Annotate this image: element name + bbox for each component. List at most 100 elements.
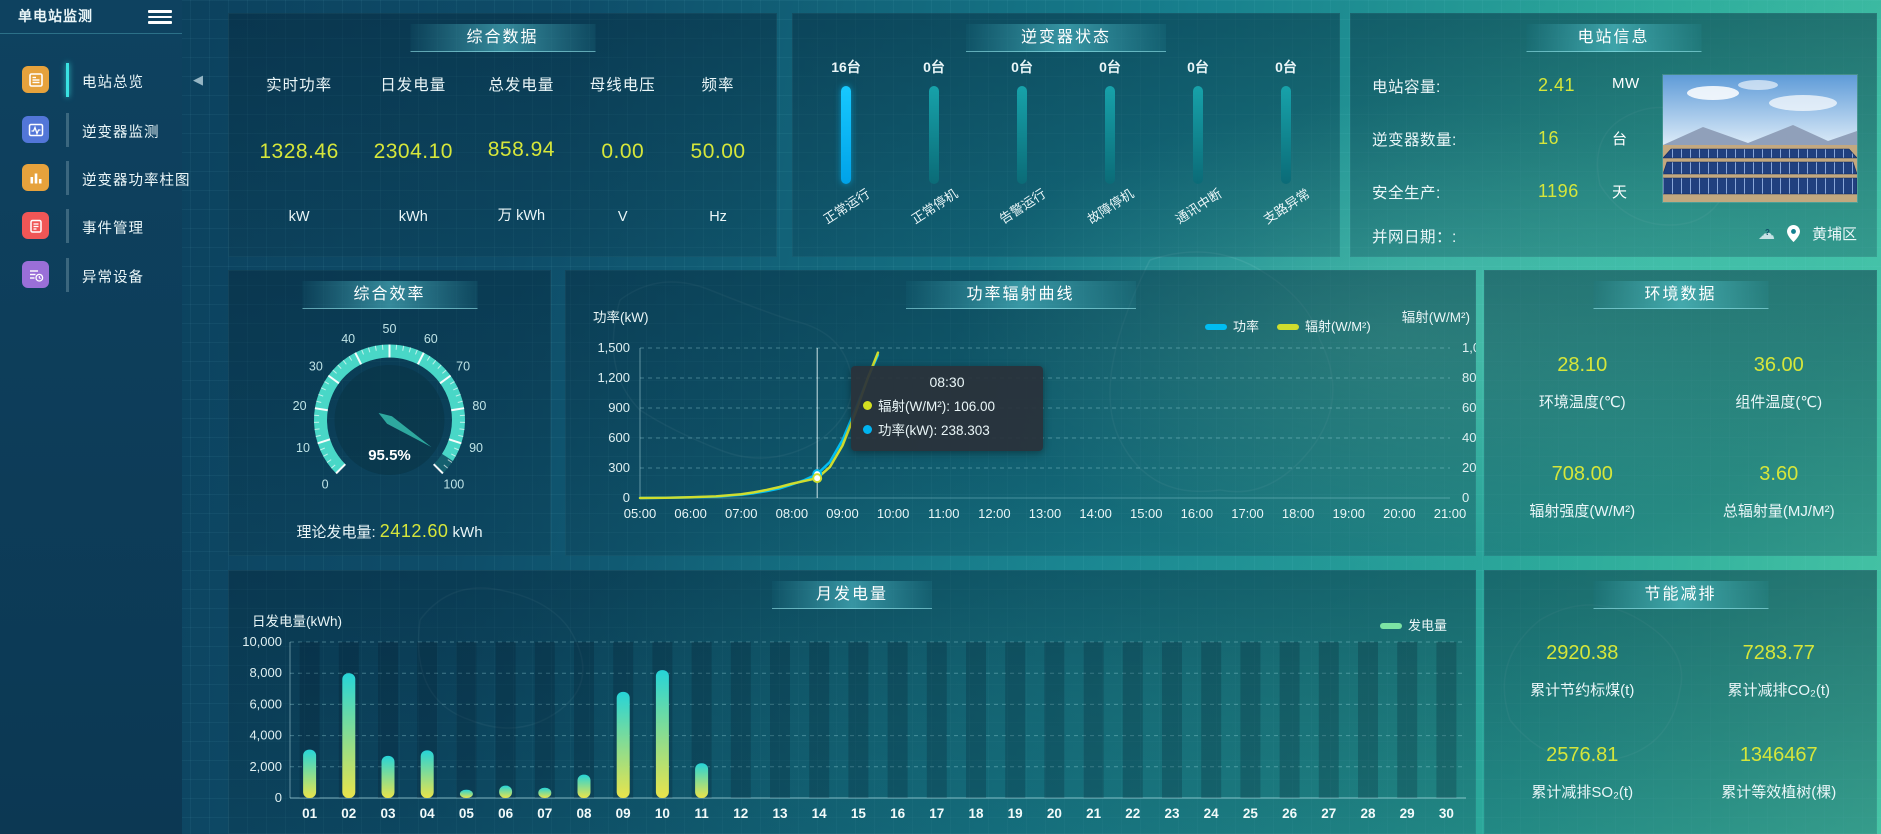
- theory-value: 2412.60: [379, 521, 449, 541]
- inverter-bar-fault-stop[interactable]: 0台 故障停机: [1066, 57, 1154, 251]
- stat-label: 频率: [701, 77, 735, 94]
- svg-text:1,200: 1,200: [597, 370, 630, 385]
- svg-text:0: 0: [1462, 490, 1469, 505]
- inverter-status-bars[interactable]: 16台 正常运行 0台 正常停机 0台 告警运行 0台 故障停机 0台 通讯中断 0台 支路…: [802, 57, 1330, 251]
- svg-text:400: 400: [1462, 430, 1476, 445]
- svg-text:11:00: 11:00: [928, 506, 960, 521]
- sidebar-item-station-overview[interactable]: 电站总览: [0, 60, 182, 100]
- svg-text:25: 25: [1243, 806, 1259, 821]
- svg-text:19: 19: [1008, 806, 1023, 821]
- svg-text:20: 20: [1047, 806, 1062, 821]
- panel-title: 环境数据: [1593, 281, 1768, 309]
- sidebar-item-abnormal-devices[interactable]: 异常设备: [0, 255, 182, 295]
- svg-text:60: 60: [424, 332, 438, 346]
- svg-text:10: 10: [296, 441, 310, 455]
- svg-text:04: 04: [420, 806, 436, 821]
- svg-text:09:00: 09:00: [826, 506, 859, 521]
- tooltip-text: 功率(kW): 238.303: [878, 423, 990, 438]
- chart-tooltip: 08:30 辐射(W/M²): 106.00 功率(kW): 238.303: [851, 366, 1043, 451]
- efficiency-gauge[interactable]: 0 10 20 30 40 50 60 70 80 90 100 95.5%: [228, 306, 551, 520]
- env-label: 环境温度(℃): [1538, 393, 1626, 411]
- svg-text:10:00: 10:00: [877, 506, 910, 521]
- stat-daily-energy: 日发电量 2304.10 kWh: [374, 61, 453, 243]
- panel-inverter-status: 逆变器状态 16台 正常运行 0台 正常停机 0台 告警运行 0台 故障停机 0台 通讯中…: [792, 13, 1340, 257]
- panel-station-info: 电站信息 电站容量: 2.41 MW 逆变器数量: 16 台 安全生产: 1196 天 并网…: [1350, 13, 1877, 257]
- svg-text:12:00: 12:00: [978, 506, 1011, 521]
- inverter-bar-comm-lost[interactable]: 0台 通讯中断: [1154, 57, 1242, 251]
- inverter-bar-normal-run[interactable]: 16台 正常运行: [802, 57, 890, 251]
- inverter-bar-branch-abnormal[interactable]: 0台 支路异常: [1242, 57, 1330, 251]
- stat-value: 858.94: [487, 137, 555, 161]
- svg-text:08: 08: [576, 806, 592, 821]
- station-photo: [1663, 75, 1857, 202]
- tooltip-text: 辐射(W/M²): 106.00: [878, 399, 996, 414]
- row-label: 电站容量:: [1372, 79, 1441, 96]
- summary-stats: 实时功率 1328.46 kW 日发电量 2304.10 kWh 总发电量 858.94 万…: [242, 61, 763, 243]
- svg-text:14:00: 14:00: [1079, 506, 1112, 521]
- svg-text:27: 27: [1321, 806, 1336, 821]
- svg-text:20:00: 20:00: [1383, 506, 1416, 521]
- stat-label: 母线电压: [589, 77, 656, 94]
- theory-unit: kWh: [452, 524, 483, 541]
- menu-toggle-icon[interactable]: [148, 7, 172, 25]
- svg-text:90: 90: [469, 441, 483, 455]
- energy-saving-grid: 2920.38 累计节约标煤(t) 7283.77 累计减排CO₂(t) 2576.…: [1484, 620, 1877, 824]
- svg-text:07: 07: [537, 806, 552, 821]
- stat-value: 1328.46: [259, 140, 339, 163]
- sidebar-item-event-management[interactable]: 事件管理: [0, 206, 182, 246]
- saving-so2: 2576.81 累计减排SO₂(t): [1484, 722, 1681, 824]
- stat-unit: 万 kWh: [497, 208, 546, 224]
- sidebar: 单电站监测 电站总览 逆变器监测 逆变器功率柱图 事件管理: [0, 0, 190, 834]
- bar: [1105, 86, 1115, 184]
- app-title: 单电站监测: [18, 8, 93, 24]
- stat-value: 2304.10: [373, 140, 453, 163]
- tooltip-radiation-row: 辐射(W/M²): 106.00: [863, 395, 1031, 415]
- stat-total-energy: 总发电量 858.94 万 kWh: [488, 61, 555, 243]
- tooltip-power-row: 功率(kW): 238.303: [863, 419, 1031, 439]
- bar-count: 0台: [1011, 59, 1033, 75]
- sidebar-item-label: 电站总览: [82, 75, 144, 91]
- svg-text:10,000: 10,000: [242, 634, 282, 649]
- bar: [929, 86, 939, 184]
- env-label: 总辐射量(MJ/M²): [1722, 502, 1835, 520]
- svg-text:70: 70: [456, 360, 470, 374]
- svg-text:06:00: 06:00: [674, 506, 707, 521]
- svg-text:300: 300: [608, 460, 630, 475]
- legend-item[interactable]: 发电量: [1408, 618, 1447, 633]
- legend-item[interactable]: 辐射(W/M²): [1305, 319, 1371, 334]
- bar-label: 通讯中断: [1172, 185, 1225, 227]
- inverter-bar-alarm-run[interactable]: 0台 告警运行: [978, 57, 1066, 251]
- svg-text:17: 17: [929, 806, 944, 821]
- svg-text:08:00: 08:00: [776, 506, 809, 521]
- saving-coal: 2920.38 累计节约标煤(t): [1484, 620, 1681, 722]
- sidebar-header: 单电站监测: [0, 0, 182, 34]
- svg-text:24: 24: [1204, 806, 1220, 821]
- monthly-generation-chart[interactable]: 日发电量(kWh) 发电量 0 2,000 4,000 6,000 8,000 10,000 0…: [228, 570, 1476, 834]
- env-label: 辐射强度(W/M²): [1529, 502, 1636, 520]
- bar-count: 0台: [1099, 59, 1121, 75]
- grid-date-row: 并网日期：:: [1372, 229, 1457, 246]
- sidebar-item-inverter-power-bars[interactable]: 逆变器功率柱图: [0, 158, 190, 198]
- env-value: 3.60: [1759, 462, 1799, 485]
- stat-unit: V: [617, 209, 628, 225]
- svg-text:02: 02: [341, 806, 356, 821]
- legend-item[interactable]: 功率: [1233, 319, 1259, 334]
- svg-text:18:00: 18:00: [1282, 506, 1315, 521]
- sidebar-collapse-icon[interactable]: ◀: [193, 72, 203, 87]
- svg-text:30: 30: [309, 360, 323, 374]
- row-unit: MW: [1612, 75, 1640, 92]
- saving-value: 2576.81: [1546, 744, 1619, 766]
- env-label: 组件温度(℃): [1735, 393, 1823, 411]
- inverter-bar-normal-stop[interactable]: 0台 正常停机: [890, 57, 978, 251]
- bar-label: 正常运行: [820, 185, 873, 227]
- env-value: 708.00: [1551, 462, 1613, 485]
- stat-label: 日发电量: [380, 77, 447, 94]
- sidebar-item-inverter-monitor[interactable]: 逆变器监测: [0, 110, 182, 150]
- svg-text:0: 0: [322, 477, 329, 491]
- svg-text:07:00: 07:00: [725, 506, 758, 521]
- svg-text:辐射(W/M²): 辐射(W/M²): [1402, 310, 1470, 325]
- power-radiation-chart[interactable]: 功率(kW) 辐射(W/M²) 0 0 300 200 600 400 900 600 1,200 8…: [565, 270, 1476, 556]
- row-value: 1196: [1538, 181, 1579, 201]
- row-value: 16: [1538, 128, 1560, 148]
- svg-text:8,000: 8,000: [249, 665, 282, 680]
